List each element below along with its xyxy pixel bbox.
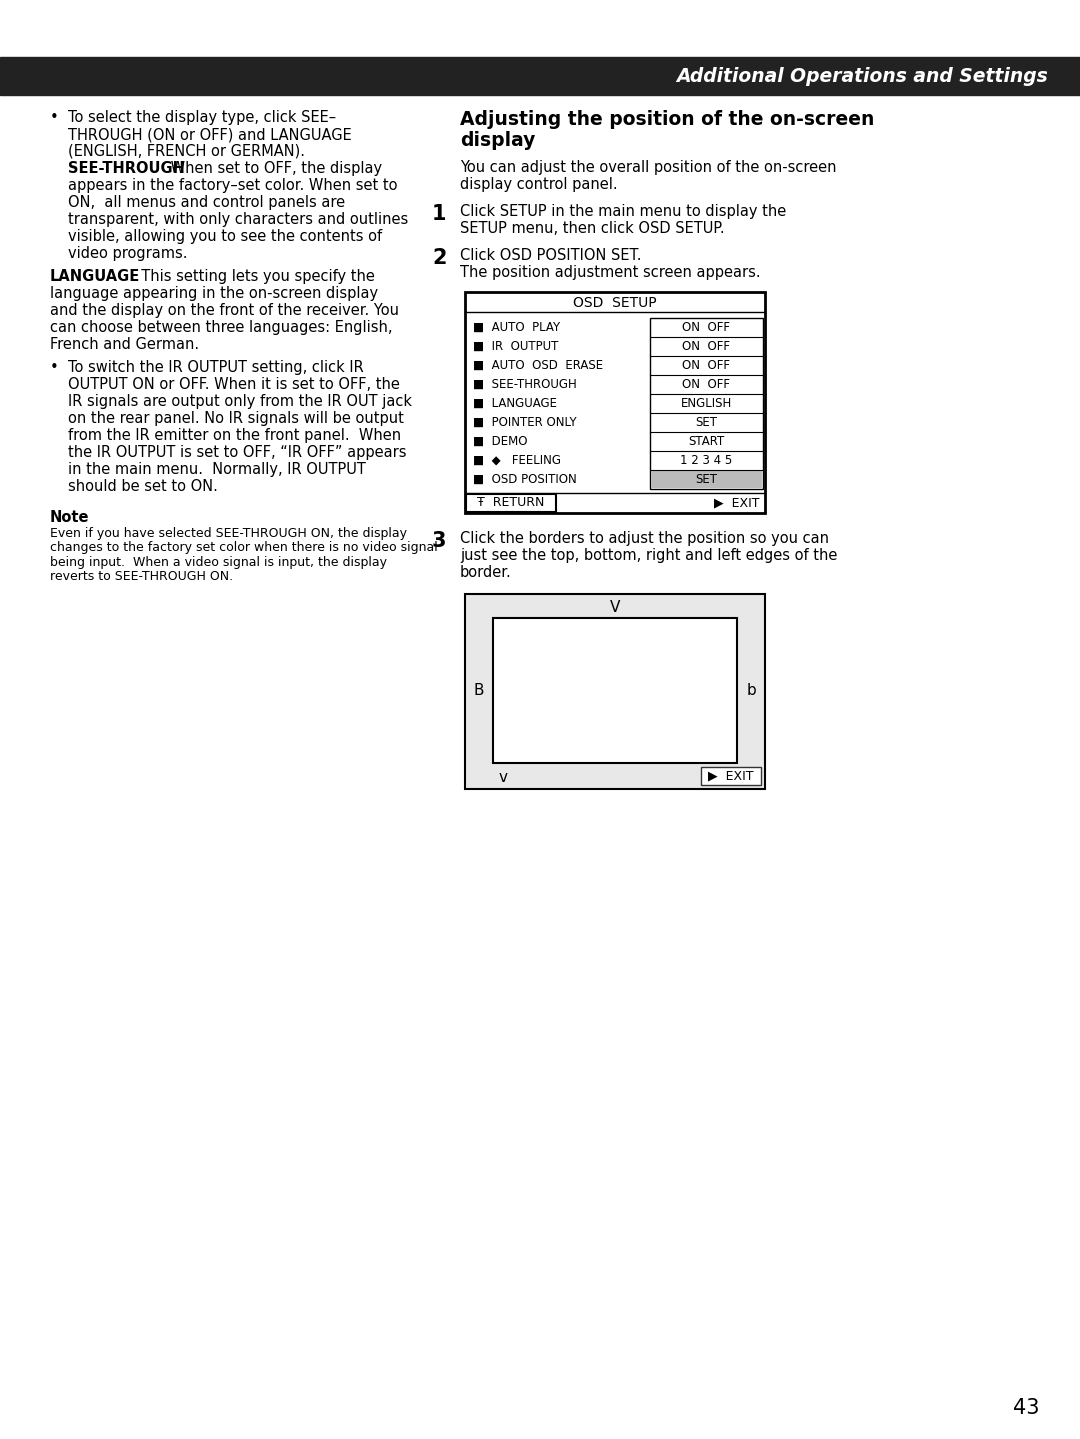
Text: (ENGLISH, FRENCH or GERMAN).: (ENGLISH, FRENCH or GERMAN).	[68, 144, 305, 158]
Text: visible, allowing you to see the contents of: visible, allowing you to see the content…	[68, 229, 382, 245]
Bar	[465, 494, 556, 512]
Text: can choose between three languages: English,: can choose between three languages: Engl…	[50, 319, 392, 335]
Text: ■  IR  OUTPUT: ■ IR OUTPUT	[473, 340, 558, 353]
Text: being input.  When a video signal is input, the display: being input. When a video signal is inpu…	[50, 555, 387, 568]
Text: ■  POINTER ONLY: ■ POINTER ONLY	[473, 416, 577, 429]
Text: ENGLISH: ENGLISH	[680, 397, 732, 410]
Text: French and German.: French and German.	[50, 337, 199, 353]
Text: v: v	[499, 770, 508, 784]
Text: Adjusting the position of the on-screen: Adjusting the position of the on-screen	[460, 109, 875, 130]
Bar	[465, 292, 765, 512]
Text: Additional Operations and Settings: Additional Operations and Settings	[676, 66, 1048, 85]
Text: in the main menu.  Normally, IR OUTPUT: in the main menu. Normally, IR OUTPUT	[68, 462, 366, 476]
Text: START: START	[688, 435, 725, 448]
Text: ■  AUTO  PLAY: ■ AUTO PLAY	[473, 321, 561, 334]
Text: border.: border.	[460, 566, 512, 580]
Text: ■  LANGUAGE: ■ LANGUAGE	[473, 397, 557, 410]
Text: The position adjustment screen appears.: The position adjustment screen appears.	[460, 265, 760, 281]
Text: LANGUAGE: LANGUAGE	[50, 269, 140, 283]
Text: 43: 43	[1013, 1399, 1040, 1417]
Text: ■  SEE-THROUGH: ■ SEE-THROUGH	[473, 378, 577, 391]
Text: video programs.: video programs.	[68, 246, 188, 260]
Text: Click OSD POSITION SET.: Click OSD POSITION SET.	[460, 248, 642, 263]
Text: ON  OFF: ON OFF	[683, 321, 730, 334]
Text: appears in the factory–set color. When set to: appears in the factory–set color. When s…	[68, 178, 397, 193]
Text: on the rear panel. No IR signals will be output: on the rear panel. No IR signals will be…	[68, 412, 404, 426]
Text: Ŧ  RETURN: Ŧ RETURN	[477, 496, 544, 509]
Text: ■  ◆   FEELING: ■ ◆ FEELING	[473, 453, 561, 468]
Text: OSD  SETUP: OSD SETUP	[573, 296, 657, 309]
Bar	[465, 594, 765, 789]
Text: from the IR emitter on the front panel.  When: from the IR emitter on the front panel. …	[68, 427, 401, 443]
Text: ■  OSD POSITION: ■ OSD POSITION	[473, 473, 577, 486]
Text: ■  AUTO  OSD  ERASE: ■ AUTO OSD ERASE	[473, 358, 603, 373]
Text: 2: 2	[432, 248, 446, 268]
Text: You can adjust the overall position of the on-screen: You can adjust the overall position of t…	[460, 160, 837, 176]
Bar	[701, 767, 761, 786]
Text: the IR OUTPUT is set to OFF, “IR OFF” appears: the IR OUTPUT is set to OFF, “IR OFF” ap…	[68, 445, 406, 460]
Text: reverts to SEE-THROUGH ON.: reverts to SEE-THROUGH ON.	[50, 570, 233, 583]
Text: This setting lets you specify the: This setting lets you specify the	[132, 269, 375, 283]
Text: Click SETUP in the main menu to display the: Click SETUP in the main menu to display …	[460, 204, 786, 219]
Text: B: B	[474, 684, 484, 698]
Text: Even if you have selected SEE-THROUGH ON, the display: Even if you have selected SEE-THROUGH ON…	[50, 527, 407, 540]
Text: SEE-THROUGH: SEE-THROUGH	[68, 161, 185, 176]
Text: Click the borders to adjust the position so you can: Click the borders to adjust the position…	[460, 531, 829, 545]
Text: ▶  EXIT: ▶ EXIT	[708, 770, 754, 783]
Text: SET: SET	[696, 473, 717, 486]
Text: V: V	[610, 600, 620, 616]
Text: ■  DEMO: ■ DEMO	[473, 435, 527, 448]
Text: ▶  EXIT: ▶ EXIT	[714, 496, 759, 509]
Text: Note: Note	[50, 509, 90, 525]
Text: 3: 3	[432, 531, 446, 551]
Text: transparent, with only characters and outlines: transparent, with only characters and ou…	[68, 212, 408, 227]
Bar	[492, 617, 737, 763]
Text: •  To select the display type, click SEE–: • To select the display type, click SEE–	[50, 109, 336, 125]
Text: language appearing in the on-screen display: language appearing in the on-screen disp…	[50, 286, 378, 301]
Text: IR signals are output only from the IR OUT jack: IR signals are output only from the IR O…	[68, 394, 411, 409]
Bar	[651, 471, 762, 488]
Text: THROUGH (ON or OFF) and LANGUAGE: THROUGH (ON or OFF) and LANGUAGE	[68, 127, 352, 142]
Text: ON  OFF: ON OFF	[683, 378, 730, 391]
Text: just see the top, bottom, right and left edges of the: just see the top, bottom, right and left…	[460, 548, 837, 563]
Text: and the display on the front of the receiver. You: and the display on the front of the rece…	[50, 304, 399, 318]
Bar	[0, 58, 1080, 95]
Text: •  To switch the IR OUTPUT setting, click IR: • To switch the IR OUTPUT setting, click…	[50, 360, 364, 376]
Text: ON  OFF: ON OFF	[683, 340, 730, 353]
Text: display: display	[460, 131, 536, 150]
Text: 1: 1	[432, 204, 446, 224]
Text: ON  OFF: ON OFF	[683, 358, 730, 373]
Text: display control panel.: display control panel.	[460, 177, 618, 191]
Text: OUTPUT ON or OFF. When it is set to OFF, the: OUTPUT ON or OFF. When it is set to OFF,…	[68, 377, 400, 391]
Text: should be set to ON.: should be set to ON.	[68, 479, 218, 494]
Text: SET: SET	[696, 416, 717, 429]
Text: 1 2 3 4 5: 1 2 3 4 5	[680, 453, 732, 468]
Text: SETUP menu, then click OSD SETUP.: SETUP menu, then click OSD SETUP.	[460, 222, 725, 236]
Text: When set to OFF, the display: When set to OFF, the display	[166, 161, 382, 176]
Text: b: b	[746, 684, 756, 698]
Text: ON,  all menus and control panels are: ON, all menus and control panels are	[68, 196, 346, 210]
Text: changes to the factory set color when there is no video signal: changes to the factory set color when th…	[50, 541, 437, 554]
Bar	[650, 318, 762, 489]
